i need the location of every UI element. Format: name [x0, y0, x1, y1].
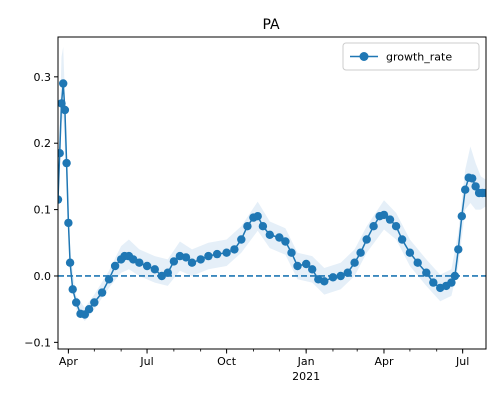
data-point — [471, 182, 480, 191]
data-point — [454, 245, 463, 254]
data-point — [405, 248, 415, 257]
data-point — [397, 235, 407, 244]
data-point — [104, 275, 114, 284]
chart-title: PA — [262, 17, 280, 33]
data-point — [222, 248, 231, 257]
data-point — [204, 251, 213, 261]
x-tick-label: Apr — [374, 355, 394, 368]
axes-frame — [57, 36, 487, 350]
data-point — [258, 222, 268, 231]
x-tick-label: Apr — [59, 355, 79, 368]
data-point — [391, 222, 401, 231]
data-point — [62, 158, 71, 168]
data-point — [135, 258, 144, 267]
data-point — [169, 257, 179, 266]
data-point — [196, 255, 205, 264]
data-point — [68, 285, 77, 294]
data-point — [379, 210, 389, 220]
data-point — [237, 235, 246, 244]
data-point — [413, 258, 422, 267]
data-point — [110, 261, 120, 271]
data-point — [58, 195, 63, 204]
data-point — [422, 268, 431, 277]
data-point — [60, 105, 70, 115]
data-point — [181, 253, 191, 262]
data-point — [302, 259, 311, 269]
legend: growth_rate — [342, 42, 480, 71]
data-point — [308, 265, 317, 274]
data-point — [163, 268, 172, 277]
data-point — [350, 258, 359, 267]
y-tick-label: 0.2 — [34, 137, 52, 150]
legend-marker-swatch — [359, 52, 369, 61]
clipped-content — [58, 47, 486, 322]
data-point — [287, 248, 296, 257]
data-point — [450, 271, 460, 281]
data-point — [328, 273, 338, 282]
data-point — [72, 298, 81, 307]
data-point — [230, 245, 239, 254]
data-point — [212, 249, 222, 259]
data-point — [65, 258, 75, 267]
data-point — [429, 278, 438, 287]
data-point — [320, 277, 329, 286]
legend-box — [342, 42, 480, 71]
data-point — [385, 215, 395, 224]
data-point — [461, 185, 470, 194]
data-point — [468, 174, 477, 183]
data-point — [150, 265, 159, 274]
data-point — [356, 248, 365, 257]
data-point — [447, 278, 456, 287]
axes: −0.1 0.0 0.1 0.2 0.3 Apr Jul Oct Jan Apr Jul 2021 — [24, 36, 487, 383]
y-tick-label: 0.0 — [34, 270, 52, 283]
y-tick-label: 0.3 — [34, 71, 52, 84]
legend-label-growth-rate: growth_rate — [386, 51, 452, 64]
data-point — [336, 271, 345, 281]
data-point — [58, 149, 64, 158]
data-point — [481, 188, 486, 198]
data-point — [275, 233, 284, 242]
data-point — [59, 79, 68, 88]
y-tick-label: −0.1 — [24, 336, 51, 349]
data-point — [362, 235, 371, 244]
data-point — [142, 261, 152, 271]
data-point — [58, 99, 66, 108]
data-point — [243, 222, 252, 231]
plot-area — [58, 47, 486, 322]
x-tick-label: Jul — [139, 355, 153, 368]
data-point — [97, 288, 107, 297]
uncertainty-band — [58, 47, 486, 322]
y-tick-label: 0.1 — [34, 204, 52, 217]
data-point — [281, 237, 290, 246]
x-tick-label: Jan — [297, 355, 315, 368]
data-point — [369, 222, 378, 231]
data-point — [293, 261, 302, 271]
data-point — [187, 258, 197, 267]
x-tick-label: Jul — [455, 355, 469, 368]
x-tick-label: Oct — [217, 355, 237, 368]
x-year-label: 2021 — [292, 370, 320, 383]
data-point — [90, 298, 99, 307]
data-point — [343, 268, 352, 277]
data-point — [457, 212, 466, 221]
data-point — [265, 230, 274, 239]
data-point — [253, 212, 262, 221]
data-point — [84, 305, 94, 314]
data-point — [64, 218, 73, 228]
